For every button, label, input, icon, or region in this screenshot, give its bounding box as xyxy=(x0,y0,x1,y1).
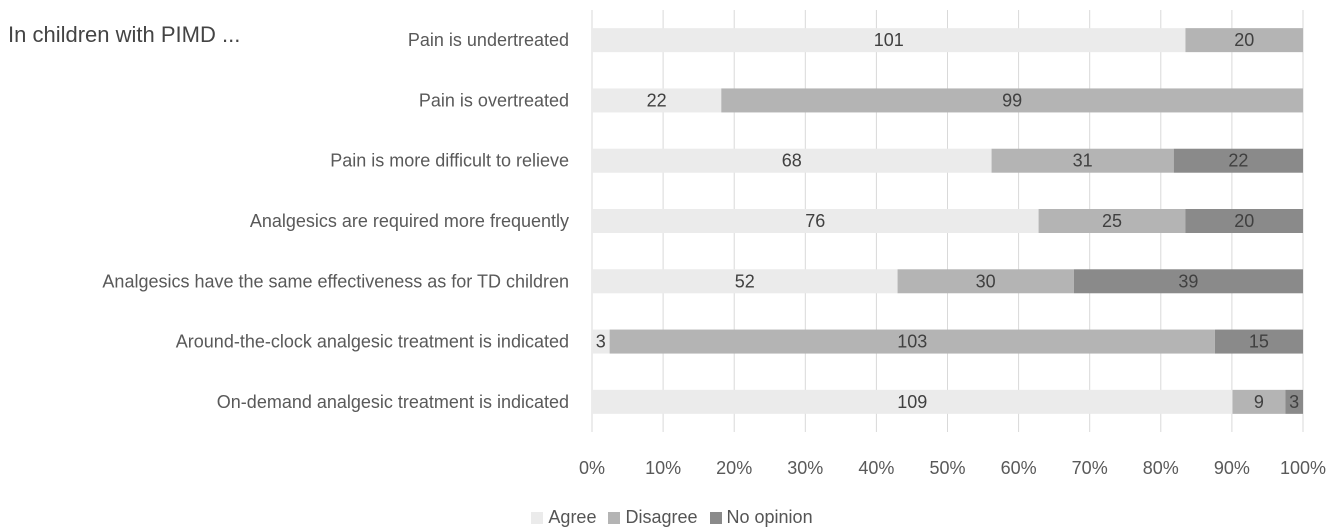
x-tick-label: 40% xyxy=(858,458,894,478)
data-label: 3 xyxy=(1289,392,1299,412)
bar-segment xyxy=(592,329,610,354)
bar-segment xyxy=(1232,389,1286,414)
data-label: 103 xyxy=(897,332,927,352)
data-label: 101 xyxy=(874,30,904,50)
legend-item: Disagree xyxy=(608,507,698,528)
data-label: 22 xyxy=(1228,151,1248,171)
legend-swatch xyxy=(531,511,544,524)
data-label: 39 xyxy=(1178,271,1198,291)
x-tick-label: 50% xyxy=(929,458,965,478)
data-label: 30 xyxy=(976,271,996,291)
legend-item: Agree xyxy=(531,507,596,528)
x-tick-label: 90% xyxy=(1214,458,1250,478)
data-label: 68 xyxy=(782,151,802,171)
data-label: 3 xyxy=(596,332,606,352)
x-tick-label: 70% xyxy=(1072,458,1108,478)
x-tick-label: 60% xyxy=(1001,458,1037,478)
data-label: 9 xyxy=(1254,392,1264,412)
x-tick-label: 100% xyxy=(1280,458,1326,478)
chart-intro-text: In children with PIMD ... xyxy=(8,22,241,47)
data-label: 22 xyxy=(647,90,667,110)
bar-segment xyxy=(1185,209,1303,233)
chart-category-labels: Pain is undertreated Pain is overtreated P… xyxy=(102,30,569,412)
legend-label: Disagree xyxy=(625,507,698,527)
bar-segment xyxy=(592,88,722,113)
bar-segment xyxy=(1214,329,1303,354)
legend-swatch xyxy=(709,511,722,524)
data-label: 15 xyxy=(1249,332,1269,352)
x-tick-label: 10% xyxy=(645,458,681,478)
bar-segment xyxy=(991,148,1174,173)
bar-segment xyxy=(592,28,1186,53)
bar-segment xyxy=(897,269,1074,294)
x-tick-label: 20% xyxy=(716,458,752,478)
legend-item: No opinion xyxy=(709,507,813,528)
data-label: 109 xyxy=(897,392,927,412)
x-tick-label: 80% xyxy=(1143,458,1179,478)
legend-label: No opinion xyxy=(726,507,813,527)
bar-segment xyxy=(1173,148,1303,173)
data-label: 99 xyxy=(1002,90,1022,110)
data-label: 20 xyxy=(1234,211,1254,231)
data-label: 31 xyxy=(1073,151,1093,171)
bar-segment xyxy=(592,269,898,294)
legend-label: Agree xyxy=(548,507,597,527)
category-label: On-demand analgesic treatment is indicat… xyxy=(217,392,569,412)
category-label: Around-the-clock analgesic treatment is … xyxy=(176,332,569,352)
bar-segment xyxy=(592,389,1233,414)
category-label: Pain is overtreated xyxy=(419,90,569,110)
chart-legend: Agree Disagree No opinion xyxy=(0,507,1344,529)
category-label: Analgesics have the same effectiveness a… xyxy=(102,271,569,291)
bar-segment xyxy=(592,209,1039,233)
bar-segment xyxy=(721,88,1303,113)
data-label: 25 xyxy=(1102,211,1122,231)
chart-bars: 101 20 22 99 68 31 22 76 25 20 52 30 39 3 103 15 109 9 3 xyxy=(592,28,1303,414)
bar-segment xyxy=(1285,389,1303,414)
bar-segment xyxy=(1038,209,1186,233)
bar-segment xyxy=(1073,269,1303,294)
x-tick-label: 30% xyxy=(787,458,823,478)
data-label: 76 xyxy=(805,211,825,231)
x-tick-label: 0% xyxy=(579,458,605,478)
bar-segment xyxy=(609,329,1215,354)
category-label: Pain is more difficult to relieve xyxy=(330,151,569,171)
legend-swatch xyxy=(608,511,621,524)
bar-segment xyxy=(592,148,992,173)
category-label: Pain is undertreated xyxy=(408,30,569,50)
data-label: 52 xyxy=(735,271,755,291)
bar-segment xyxy=(1185,28,1303,53)
category-label: Analgesics are required more frequently xyxy=(250,211,569,231)
chart-x-tick-labels: 0% 10% 20% 30% 40% 50% 60% 70% 80% 90% 100% xyxy=(579,458,1326,478)
data-label: 20 xyxy=(1234,30,1254,50)
